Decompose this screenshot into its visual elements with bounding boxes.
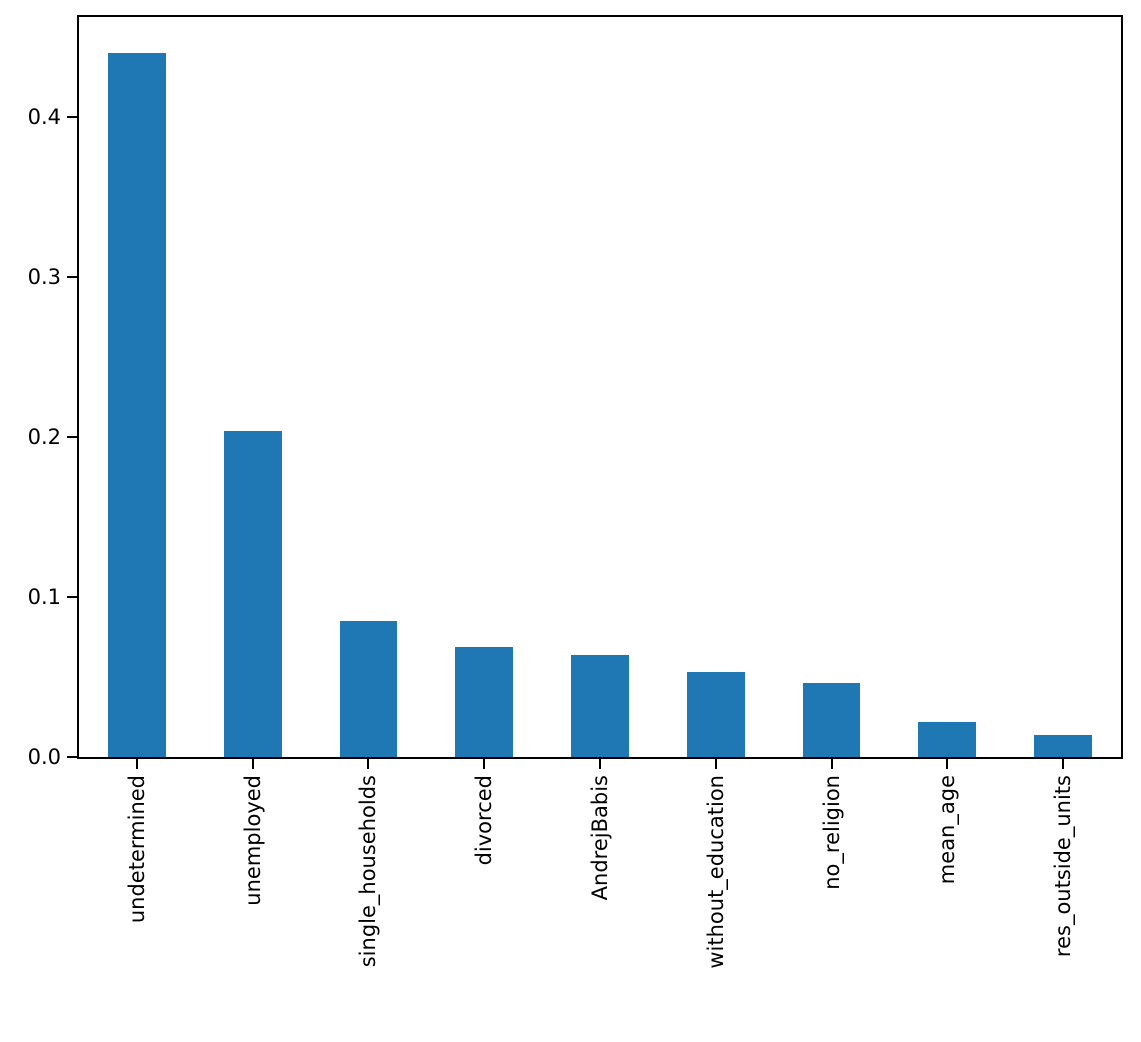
x-tick-mark [714, 759, 717, 769]
y-tick-label: 0.2 [27, 425, 61, 449]
x-tick-label-undetermined: undetermined [124, 775, 149, 924]
y-tick-label: 0.4 [27, 105, 61, 129]
y-tick-mark [67, 756, 77, 758]
bar-divorced [455, 646, 514, 757]
x-tick-label-res_outside_units: res_outside_units [1051, 775, 1076, 958]
x-tick-mark [946, 759, 949, 769]
x-tick-label-unemployed: unemployed [240, 775, 265, 906]
bar-unemployed [223, 430, 282, 757]
x-tick-mark [135, 759, 138, 769]
x-tick-mark [251, 759, 254, 769]
x-tick-mark [830, 759, 833, 769]
x-tick-mark [1062, 759, 1065, 769]
x-tick-label-mean_age: mean_age [935, 775, 960, 885]
bar-AndrejBabis [571, 654, 629, 757]
x-tick-mark [367, 759, 370, 769]
x-tick-label-no_religion: no_religion [819, 775, 844, 890]
plot-area [77, 15, 1123, 759]
y-tick-mark [67, 436, 77, 438]
x-tick-label-divorced: divorced [472, 775, 497, 866]
x-tick-mark [599, 759, 601, 769]
bar-single_households [339, 621, 398, 757]
y-tick-mark [67, 116, 77, 118]
x-tick-label-single_households: single_households [356, 775, 381, 968]
bar-mean_age [918, 721, 977, 757]
y-tick-label: 0.1 [27, 585, 61, 609]
x-tick-label-without_education: without_education [703, 775, 728, 969]
bar-without_education [686, 672, 745, 757]
bar-res_outside_units [1034, 734, 1093, 757]
x-tick-mark [483, 759, 486, 769]
bar-undetermined [107, 53, 166, 757]
bar-no_religion [802, 683, 861, 757]
y-tick-mark [67, 276, 77, 278]
y-tick-label: 0.3 [27, 265, 61, 289]
y-tick-mark [67, 596, 77, 598]
x-tick-label-AndrejBabis: AndrejBabis [588, 775, 612, 901]
y-tick-label: 0.0 [27, 745, 61, 769]
